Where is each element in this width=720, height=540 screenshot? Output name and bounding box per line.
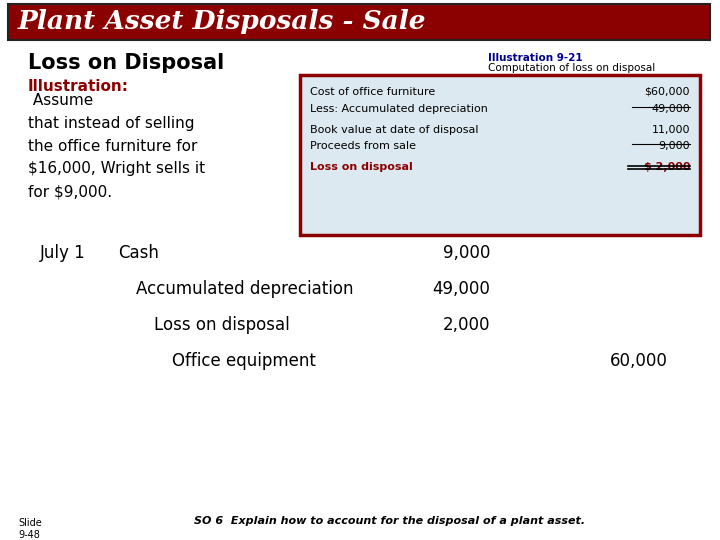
Text: 9,000: 9,000 <box>443 244 490 262</box>
Text: Illustration 9-21: Illustration 9-21 <box>488 53 582 63</box>
Text: Loss on disposal: Loss on disposal <box>154 316 289 334</box>
Text: Cash: Cash <box>118 244 159 262</box>
Text: Less: Accumulated depreciation: Less: Accumulated depreciation <box>310 104 488 114</box>
FancyBboxPatch shape <box>300 75 700 235</box>
Text: Book value at date of disposal: Book value at date of disposal <box>310 125 479 135</box>
Text: Cost of office furniture: Cost of office furniture <box>310 87 436 97</box>
Text: SO 6  Explain how to account for the disposal of a plant asset.: SO 6 Explain how to account for the disp… <box>194 516 585 526</box>
Text: Slide
9-48: Slide 9-48 <box>18 518 42 540</box>
Text: Plant Asset Disposals - Sale: Plant Asset Disposals - Sale <box>18 10 426 35</box>
Text: July 1: July 1 <box>40 244 86 262</box>
Text: 11,000: 11,000 <box>652 125 690 135</box>
Text: 9,000: 9,000 <box>658 141 690 151</box>
Text: $60,000: $60,000 <box>644 87 690 97</box>
Text: 60,000: 60,000 <box>610 352 668 370</box>
Text: $ 2,000: $ 2,000 <box>644 162 690 172</box>
Text: Assume
that instead of selling
the office furniture for
$16,000, Wright sells it: Assume that instead of selling the offic… <box>28 93 205 199</box>
Text: Office equipment: Office equipment <box>172 352 316 370</box>
Text: Accumulated depreciation: Accumulated depreciation <box>136 280 354 298</box>
Text: Loss on Disposal: Loss on Disposal <box>28 53 224 73</box>
Text: 2,000: 2,000 <box>443 316 490 334</box>
Text: Proceeds from sale: Proceeds from sale <box>310 141 416 151</box>
FancyBboxPatch shape <box>8 4 710 40</box>
Text: Computation of loss on disposal: Computation of loss on disposal <box>488 63 655 73</box>
Text: 49,000: 49,000 <box>432 280 490 298</box>
Text: Loss on disposal: Loss on disposal <box>310 162 413 172</box>
Text: Illustration:: Illustration: <box>28 79 129 94</box>
Text: 49,000: 49,000 <box>652 104 690 114</box>
